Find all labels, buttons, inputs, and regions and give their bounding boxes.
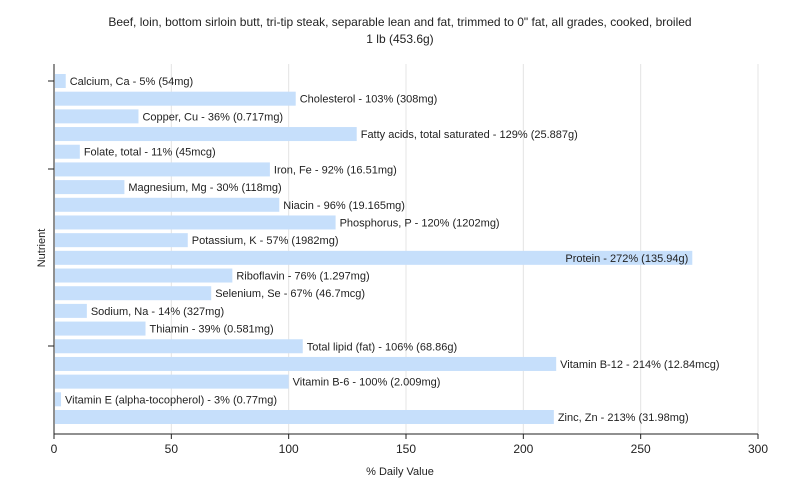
- bar-labels: Calcium, Ca - 5% (54mg) Cholesterol - 103…: [65, 76, 720, 424]
- bars: [55, 74, 693, 424]
- bar-label: Total lipid (fat) - 106% (68.86g): [307, 341, 457, 353]
- bar: [55, 74, 66, 88]
- bar: [55, 162, 270, 177]
- bar-label: Vitamin E (alpha-tocopherol) - 3% (0.77m…: [65, 394, 277, 406]
- bar: [55, 91, 296, 106]
- bar-label: Protein - 272% (135.94g): [565, 253, 688, 265]
- x-tick-label: 150: [396, 442, 416, 456]
- bar: [55, 144, 80, 159]
- bar-label: Selenium, Se - 67% (46.7mcg): [215, 288, 365, 300]
- bar: [55, 180, 125, 195]
- x-tick-label: 0: [51, 442, 58, 456]
- bar: [55, 268, 233, 283]
- bar: [55, 250, 693, 265]
- bar-label: Cholesterol - 103% (308mg): [300, 94, 438, 106]
- bar-label: Calcium, Ca - 5% (54mg): [70, 76, 193, 88]
- bar-label: Riboflavin - 76% (1.297mg): [236, 271, 369, 283]
- bar-label: Vitamin B-6 - 100% (2.009mg): [293, 377, 441, 389]
- bar-label: Zinc, Zn - 213% (31.98mg): [558, 412, 689, 424]
- bar: [55, 197, 280, 212]
- bar-label: Niacin - 96% (19.165mg): [283, 200, 405, 212]
- x-tick-label: 50: [165, 442, 179, 456]
- bar: [55, 109, 139, 124]
- bar: [55, 392, 62, 407]
- bar-label: Thiamin - 39% (0.581mg): [150, 324, 274, 336]
- grid-lines: [170, 64, 759, 434]
- bar-label: Fatty acids, total saturated - 129% (25.…: [361, 129, 578, 141]
- bar: [55, 286, 212, 301]
- bar-label: Magnesium, Mg - 30% (118mg): [128, 182, 281, 194]
- bar-label: Potassium, K - 57% (1982mg): [192, 235, 339, 247]
- bar: [55, 233, 188, 248]
- x-tick-label: 250: [631, 442, 651, 456]
- bar: [55, 374, 289, 389]
- y-axis-label: Nutrient: [36, 228, 48, 268]
- x-tick-label: 100: [279, 442, 299, 456]
- bar-label: Phosphorus, P - 120% (1202mg): [340, 217, 500, 229]
- chart-title: Beef, loin, bottom sirloin butt, tri-tip…: [108, 15, 692, 29]
- bar: [55, 127, 357, 142]
- bar-label: Sodium, Na - 14% (327mg): [91, 306, 224, 318]
- bar-label: Copper, Cu - 36% (0.717mg): [142, 111, 283, 123]
- bar: [55, 321, 146, 336]
- x-tick-label: 200: [513, 442, 533, 456]
- x-axis-label: % Daily Value: [366, 466, 434, 478]
- bar: [55, 410, 554, 424]
- bar-label: Iron, Fe - 92% (16.51mg): [274, 164, 397, 176]
- bar: [55, 215, 336, 230]
- x-tick-label: 300: [748, 442, 768, 456]
- x-ticks: 0 50 100 150 200 250 300: [51, 434, 768, 456]
- bar: [55, 356, 557, 371]
- chart-subtitle: 1 lb (453.6g): [366, 32, 434, 46]
- bar-label: Folate, total - 11% (45mcg): [84, 147, 216, 159]
- bar-label: Vitamin B-12 - 214% (12.84mcg): [560, 359, 719, 371]
- bar: [55, 339, 303, 354]
- bar: [55, 303, 87, 318]
